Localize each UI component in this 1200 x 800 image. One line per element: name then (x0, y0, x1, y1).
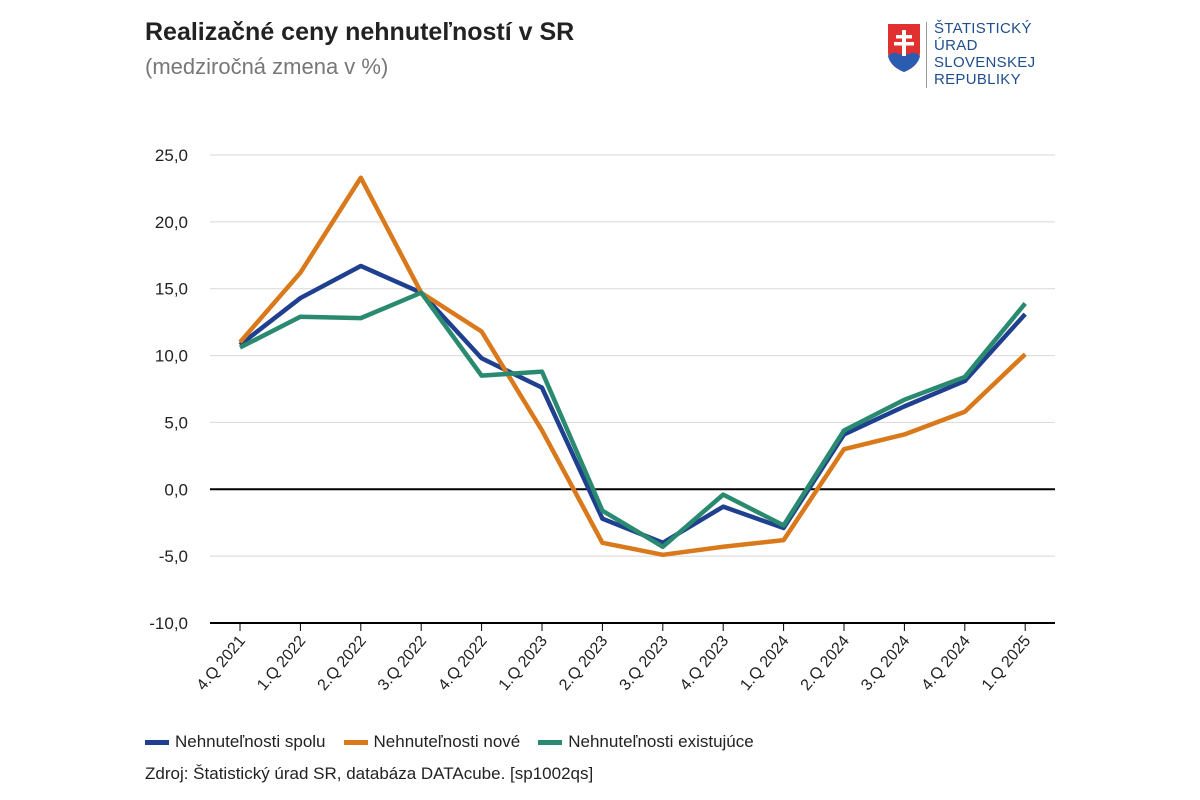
y-tick-label: 0,0 (164, 480, 188, 499)
chart-subtitle: (medziročná zmena v %) (145, 54, 389, 79)
logo-divider (926, 22, 927, 88)
y-tick-label: 25,0 (155, 146, 188, 165)
y-tick-label: 15,0 (155, 280, 188, 299)
series-line-2 (238, 290, 1027, 550)
x-tick-label: 1.Q 2022 (254, 633, 309, 694)
x-tick-label: 2.Q 2022 (315, 633, 370, 694)
x-tick-label: 2.Q 2023 (556, 633, 611, 694)
x-tick-label: 3.Q 2023 (617, 633, 672, 694)
statistical-office-logo: ŠTATISTICKÝ ÚRAD SLOVENSKEJ REPUBLIKY (884, 20, 1064, 90)
logo-line: REPUBLIKY (934, 71, 1021, 88)
chart-title: Realizačné ceny nehnuteľností v SR (145, 18, 575, 46)
legend-swatch (145, 739, 169, 745)
logo-text: ŠTATISTICKÝ ÚRAD SLOVENSKEJ REPUBLIKY (934, 20, 1035, 88)
legend-label: Nehnuteľnosti spolu (175, 732, 326, 751)
x-tick-label: 1.Q 2025 (979, 633, 1034, 694)
legend-swatch (538, 739, 563, 745)
legend-label: Nehnuteľnosti existujúce (568, 732, 754, 751)
x-tick-label: 4.Q 2023 (677, 633, 732, 694)
y-tick-label: -5,0 (159, 547, 188, 566)
logo-line: SLOVENSKEJ (934, 54, 1036, 71)
logo-line: ŠTATISTICKÝ (934, 20, 1032, 37)
y-tick-label: 5,0 (164, 413, 188, 432)
x-tick-label: 3.Q 2022 (375, 633, 430, 694)
legend: Nehnuteľnosti spolu Nehnuteľnosti nové N… (145, 732, 754, 752)
y-tick-label: -10,0 (149, 614, 188, 633)
x-tick-label: 1.Q 2023 (496, 633, 551, 694)
legend-item-nove: Nehnuteľnosti nové (343, 732, 521, 752)
x-tick-label: 1.Q 2024 (737, 633, 792, 694)
x-tick-label: 2.Q 2024 (798, 633, 853, 694)
x-tick-label: 4.Q 2024 (919, 633, 974, 694)
x-tick-label: 3.Q 2024 (858, 633, 913, 694)
legend-label: Nehnuteľnosti nové (373, 732, 521, 751)
logo-line: ÚRAD (934, 37, 978, 54)
series-line-1 (238, 175, 1027, 558)
x-tick-label: 4.Q 2021 (194, 633, 249, 694)
x-tick-label: 4.Q 2022 (435, 633, 490, 694)
coat-of-arms-icon (888, 24, 920, 72)
source-note: Zdroj: Štatistický úrad SR, databáza DAT… (145, 764, 594, 783)
y-tick-label: 20,0 (155, 213, 188, 232)
y-tick-label: 10,0 (155, 347, 188, 366)
legend-item-spolu: Nehnuteľnosti spolu (145, 732, 326, 752)
legend-item-existujuce: Nehnuteľnosti existujúce (538, 732, 754, 752)
series-line-0 (238, 263, 1027, 546)
legend-swatch (343, 739, 368, 745)
